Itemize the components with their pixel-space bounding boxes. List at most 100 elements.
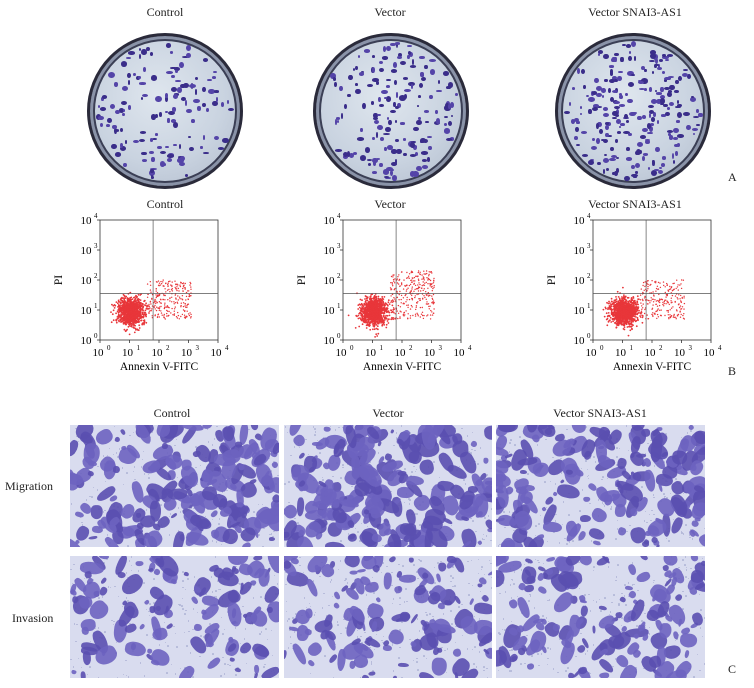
flow-dot [408,298,411,301]
colony-mark [663,86,670,91]
colony-mark [333,81,337,87]
flow-dot [625,309,627,312]
flow-dot [166,289,169,291]
flow-dot [390,300,393,302]
pore-mark [96,489,98,491]
colony-mark [648,87,652,92]
x-tick-exponent: 3 [689,344,693,352]
colony-mark [668,101,674,106]
flow-dot [148,310,151,312]
colony-mark [593,104,599,109]
flow-dot [664,299,666,301]
flow-dot [679,284,681,286]
flow-dot [163,294,165,297]
flow-dot [617,322,620,324]
flow-dot [610,321,613,323]
colony-mark [189,84,196,89]
flow-dot [173,308,176,310]
colony-mark [417,95,422,98]
colony-mark [608,78,615,84]
colony-mark [420,76,427,82]
colony-mark [418,55,425,60]
flow-dot [386,320,389,322]
flow-dot [129,321,132,324]
flow-dot [142,316,145,319]
colony-mark [603,139,608,144]
colony-mark [141,151,147,156]
flow-dot [135,300,138,302]
flow-dot [430,271,432,273]
colony-mark [123,163,127,168]
colony-mark [206,108,210,112]
colony-mark [658,64,661,68]
colony-mark [399,95,407,101]
flow-dot [617,300,620,302]
flow-dot [683,313,685,315]
flow-dot [176,301,178,303]
colony-mark [632,175,637,179]
flow-dot [658,293,660,296]
pore-mark [121,467,123,469]
flow-dot [373,310,376,313]
flow-dot [433,277,435,280]
colony-mark [421,151,429,155]
flow-dot [129,308,132,311]
flow-dot [163,306,166,309]
colony-mark [596,137,600,144]
flow-dot [124,300,126,303]
flow-dot [369,296,372,298]
y-tick-exponent: 0 [587,332,591,340]
flow-dot [132,323,135,325]
flow-dot [364,320,366,323]
colony-mark [200,145,203,150]
y-tick-exponent: 1 [587,302,591,310]
flow-dot [375,333,378,336]
colony-mark [627,98,633,103]
flow-dot [162,298,165,301]
flow-dot [167,306,169,308]
flow-dot [118,319,120,322]
flow-dot [187,290,189,292]
pore-mark [253,511,255,513]
flow-dot [392,285,394,287]
y-tick-exponent: 3 [587,242,591,250]
flow-dot [406,304,408,306]
flow-dot [677,289,679,291]
flow-dot [151,315,153,317]
flow-dot [186,303,189,306]
flow-dot [415,305,418,307]
flow-dot [159,302,162,304]
flow-dot [115,301,118,303]
flow-dot [186,305,188,307]
flow-dot [622,286,624,289]
flow-dot [431,314,434,316]
flow-dot [119,316,122,319]
colony-mark [382,46,387,52]
colony-mark [382,133,390,136]
flow-dot [136,298,139,301]
colony-mark [443,128,451,134]
flow-dot [674,295,677,297]
colony-mark [616,131,621,134]
colony-mark [602,168,605,174]
flow-dot [130,296,133,299]
flow-dot [375,316,378,318]
flow-dot [119,318,122,320]
colony-mark [109,103,116,110]
flow-dot [138,298,141,301]
flow-dot [136,318,139,320]
colony-mark [387,117,390,120]
flow-dot [670,307,673,309]
flow-dot [414,284,417,287]
flow-dot [130,325,133,328]
flow-dot [429,285,431,287]
flow-dot [155,290,157,292]
flow-dot [666,301,668,303]
flow-dot [190,286,192,288]
flow-dot [659,282,661,284]
colony-mark [591,137,595,141]
x-tick-exponent: 1 [137,344,141,352]
flow-dot [154,315,156,317]
flow-dot [123,295,126,297]
flow-dot [182,290,184,292]
